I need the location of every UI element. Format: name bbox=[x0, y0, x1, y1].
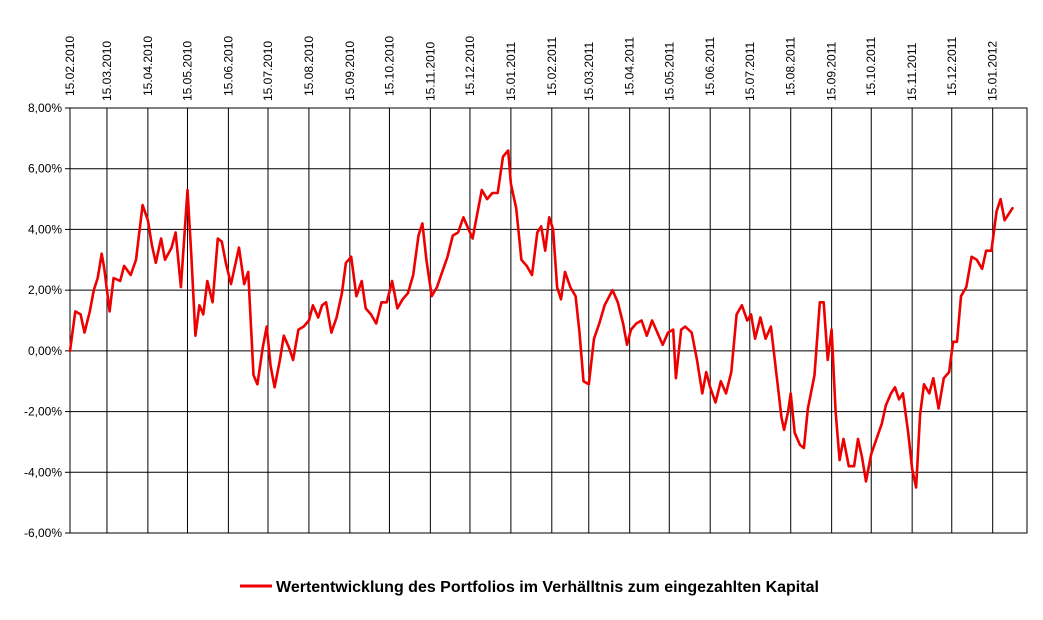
x-axis-ticks: 15.02.2010 15.03.2010 15.04.2010 15.05.2010… bbox=[63, 36, 1000, 101]
x-tick-label: 15.10.2011 bbox=[864, 37, 878, 96]
x-tick-label: 15.04.2011 bbox=[623, 37, 637, 96]
x-tick-label: 15.03.2010 bbox=[100, 41, 114, 101]
x-tick-label: 15.08.2010 bbox=[302, 36, 316, 96]
x-tick-label: 15.10.2010 bbox=[382, 36, 396, 96]
x-tick-label: 15.01.2011 bbox=[504, 42, 518, 101]
x-tick-label: 15.02.2010 bbox=[63, 36, 77, 96]
y-tick-label: -6,00% bbox=[24, 526, 62, 540]
y-tick-label: -2,00% bbox=[24, 405, 62, 419]
x-tick-label: 15.07.2011 bbox=[743, 42, 757, 101]
x-tick-label: 15.07.2010 bbox=[261, 41, 275, 101]
y-tick-label: 2,00% bbox=[28, 283, 62, 297]
y-tick-label: 4,00% bbox=[28, 222, 62, 236]
legend-label: Wertentwicklung des Portfolios im Verhäl… bbox=[276, 579, 819, 596]
x-tick-label: 15.11.2011 bbox=[905, 42, 919, 101]
x-tick-label: 15.02.2011 bbox=[545, 37, 559, 96]
plot-area bbox=[69, 107, 1028, 534]
series-line-0 bbox=[68, 149, 1014, 489]
x-tick-label: 15.04.2010 bbox=[141, 36, 155, 96]
y-tick-label: 8,00% bbox=[28, 101, 62, 115]
series-layer bbox=[68, 149, 1014, 489]
x-tick-label: 15.11.2010 bbox=[423, 42, 437, 101]
x-tick-label: 15.12.2010 bbox=[463, 36, 477, 96]
x-tick-label: 15.01.2012 bbox=[986, 41, 1000, 101]
x-tick-label: 15.06.2011 bbox=[703, 37, 717, 96]
x-tick-label: 15.05.2010 bbox=[180, 41, 194, 101]
y-tick-label: 6,00% bbox=[28, 162, 62, 176]
x-tick-label: 15.09.2011 bbox=[825, 42, 839, 101]
y-tick-label: 0,00% bbox=[28, 344, 62, 358]
x-tick-label: 15.08.2011 bbox=[784, 37, 798, 96]
x-tick-label: 15.05.2011 bbox=[662, 42, 676, 101]
legend: Wertentwicklung des Portfolios im Verhäl… bbox=[240, 579, 819, 596]
y-axis-ticks: 8,00% 6,00% 4,00% 2,00% 0,00% -2,00% -4,00% -6,… bbox=[24, 101, 70, 540]
y-tick-label: -4,00% bbox=[24, 465, 62, 479]
x-tick-label: 15.12.2011 bbox=[945, 37, 959, 96]
x-tick-label: 15.09.2010 bbox=[343, 41, 357, 101]
x-tick-label: 15.06.2010 bbox=[221, 36, 235, 96]
x-tick-label: 15.03.2011 bbox=[582, 42, 596, 101]
plot-frame bbox=[69, 107, 1028, 534]
